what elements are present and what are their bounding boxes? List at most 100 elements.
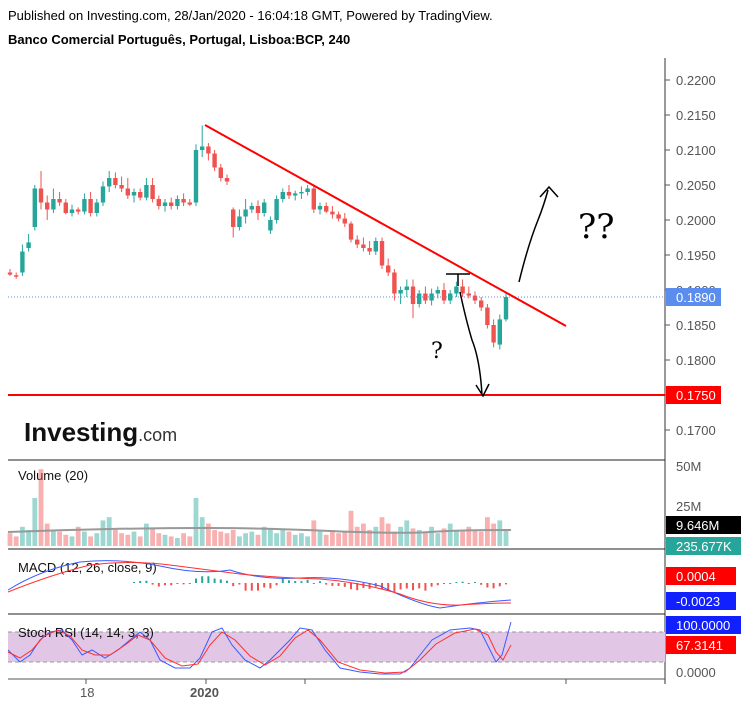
macd-hist-bar	[393, 583, 396, 592]
macd-hist-bar	[306, 579, 309, 583]
candle	[32, 185, 37, 231]
candle-body	[32, 188, 37, 227]
volume-bar	[57, 531, 62, 546]
volume-bar	[181, 533, 186, 546]
macd-line	[7, 560, 512, 609]
candle-body	[485, 307, 490, 325]
candle-body	[379, 241, 385, 266]
candle-body	[200, 146, 205, 150]
candle	[14, 272, 19, 279]
macd-hist-bar	[362, 583, 365, 588]
macd-hist-bar	[412, 583, 414, 591]
candle-body	[131, 192, 137, 196]
macd-hist-bar	[300, 581, 303, 583]
candle-body	[107, 178, 112, 187]
volume-bar	[125, 534, 131, 546]
volume-bar	[447, 523, 453, 546]
candle	[479, 297, 484, 311]
candle	[69, 204, 75, 217]
volume-bar	[44, 523, 50, 546]
macd-hist-bar	[455, 582, 458, 583]
candle	[206, 143, 211, 161]
candle-body	[448, 293, 453, 301]
macd-hist-bar	[238, 583, 241, 585]
macd-hist-bar	[257, 583, 259, 591]
macd-pane-label: MACD (12, 26, close, 9)	[18, 560, 157, 575]
candle	[497, 314, 502, 350]
volume-bar	[94, 533, 100, 546]
price-tick-label: 0.1700	[676, 423, 716, 438]
candle-body	[392, 272, 397, 294]
arrowhead-down-icon	[475, 383, 490, 398]
candle-body	[63, 202, 68, 213]
stoch-rsi-pane-label: Stoch RSI (14, 14, 3, 3)	[18, 625, 154, 640]
volume-bar	[224, 533, 230, 546]
candle-body	[503, 297, 509, 320]
candle-body	[280, 192, 285, 199]
volume-bar	[187, 536, 193, 546]
candle-body	[435, 290, 440, 294]
candle	[82, 193, 87, 215]
volume-bar	[330, 530, 335, 546]
macd-hist-bar	[387, 583, 390, 590]
volume-bar	[26, 530, 31, 546]
candle-body	[311, 188, 316, 210]
macd-hist-bar	[505, 583, 507, 585]
volume-bar	[485, 517, 490, 546]
support-price-tag	[666, 386, 721, 404]
candle	[169, 197, 174, 210]
candle-body	[187, 202, 192, 205]
candle-body	[231, 209, 236, 227]
macd-hist-bar	[381, 583, 383, 590]
stoch-tick-label: 0.0000	[676, 665, 716, 680]
macd-hist-bar	[151, 583, 154, 585]
rsi-band	[8, 632, 665, 662]
candle	[107, 171, 112, 192]
volume-bar	[497, 520, 503, 546]
candle-body	[243, 209, 248, 217]
macd-hist-bar	[176, 583, 179, 584]
candle	[317, 202, 323, 215]
candle	[175, 195, 180, 210]
volume-bar	[385, 523, 391, 546]
candle-body	[113, 178, 118, 185]
macd-hist-bar	[436, 583, 439, 586]
candle	[342, 213, 347, 227]
volume-bar	[131, 531, 137, 546]
candle-body	[26, 242, 31, 248]
volume-bar	[398, 526, 403, 546]
volume-bar	[466, 526, 472, 546]
candle-body	[169, 202, 174, 206]
macd-hist-bar	[480, 583, 483, 585]
macd-value-label: 0.0004	[676, 569, 716, 584]
candle	[51, 188, 56, 213]
annotation-question: ?	[431, 339, 443, 364]
volume-bar	[249, 531, 255, 546]
macd-signal-tag	[666, 592, 736, 610]
candle	[162, 199, 168, 212]
macd-hist-bar	[474, 582, 476, 583]
candle	[45, 195, 50, 220]
candle-body	[410, 286, 416, 304]
volume-bar	[354, 526, 360, 546]
candle	[88, 192, 93, 217]
candle	[181, 193, 186, 206]
candle	[113, 172, 118, 189]
macd-hist-bar	[213, 578, 216, 583]
stoch-k-label: 100.0000	[676, 618, 730, 633]
candle-body	[268, 220, 273, 231]
candle	[187, 199, 192, 206]
volume-bar	[460, 531, 465, 546]
volume-bar	[423, 531, 428, 546]
price-tick-label: 0.2000	[676, 213, 716, 228]
candle-body	[386, 265, 391, 273]
volume-bar	[88, 536, 93, 546]
candle-body	[94, 202, 99, 213]
candle-body	[249, 206, 254, 210]
candle-body	[14, 275, 19, 277]
hand-drawn-down-arrow	[446, 273, 483, 396]
candle-body	[212, 153, 217, 168]
candles	[7, 125, 509, 350]
candle-body	[181, 199, 186, 203]
macd-hist-bar	[424, 583, 427, 591]
